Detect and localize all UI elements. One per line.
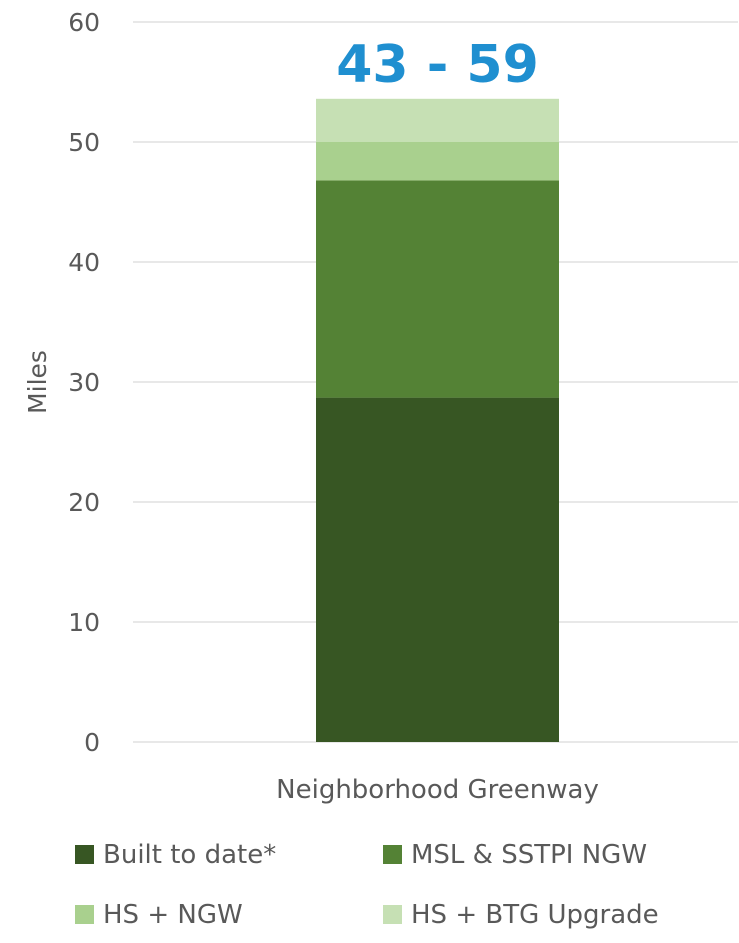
bar-segment-1 — [316, 397, 559, 742]
x-tick-label: Neighborhood Greenway — [276, 775, 599, 805]
legend-label: HS + NGW — [103, 900, 243, 930]
y-axis-ticks: 0 10 20 30 40 50 60 — [68, 8, 100, 757]
legend: Built to date* MSL & SSTPI NGW HS + NGW HS … — [75, 840, 659, 930]
y-tick-label: 10 — [68, 608, 100, 637]
y-tick-label: 50 — [68, 128, 100, 157]
legend-label: Built to date* — [103, 840, 276, 870]
range-annotation: 43 - 59 — [336, 35, 539, 95]
legend-swatch — [75, 845, 94, 864]
legend-swatch — [383, 845, 402, 864]
y-tick-label: 20 — [68, 488, 100, 517]
y-tick-label: 40 — [68, 248, 100, 277]
bar-segment-2 — [316, 180, 559, 398]
legend-item: Built to date* — [75, 840, 276, 870]
legend-item: MSL & SSTPI NGW — [383, 840, 647, 870]
bar-stack — [316, 98, 559, 742]
legend-item: HS + BTG Upgrade — [383, 900, 659, 930]
legend-swatch — [75, 905, 94, 924]
y-tick-label: 60 — [68, 8, 100, 37]
y-axis-label: Miles — [23, 350, 52, 414]
y-tick-label: 0 — [84, 728, 100, 757]
legend-label: MSL & SSTPI NGW — [411, 840, 647, 870]
y-tick-label: 30 — [68, 368, 100, 397]
legend-item: HS + NGW — [75, 900, 243, 930]
legend-swatch — [383, 905, 402, 924]
x-axis-ticks: Neighborhood Greenway — [276, 775, 599, 805]
bar-segment-3 — [316, 142, 559, 181]
bar-segment-4 — [316, 98, 559, 142]
legend-label: HS + BTG Upgrade — [411, 900, 659, 930]
